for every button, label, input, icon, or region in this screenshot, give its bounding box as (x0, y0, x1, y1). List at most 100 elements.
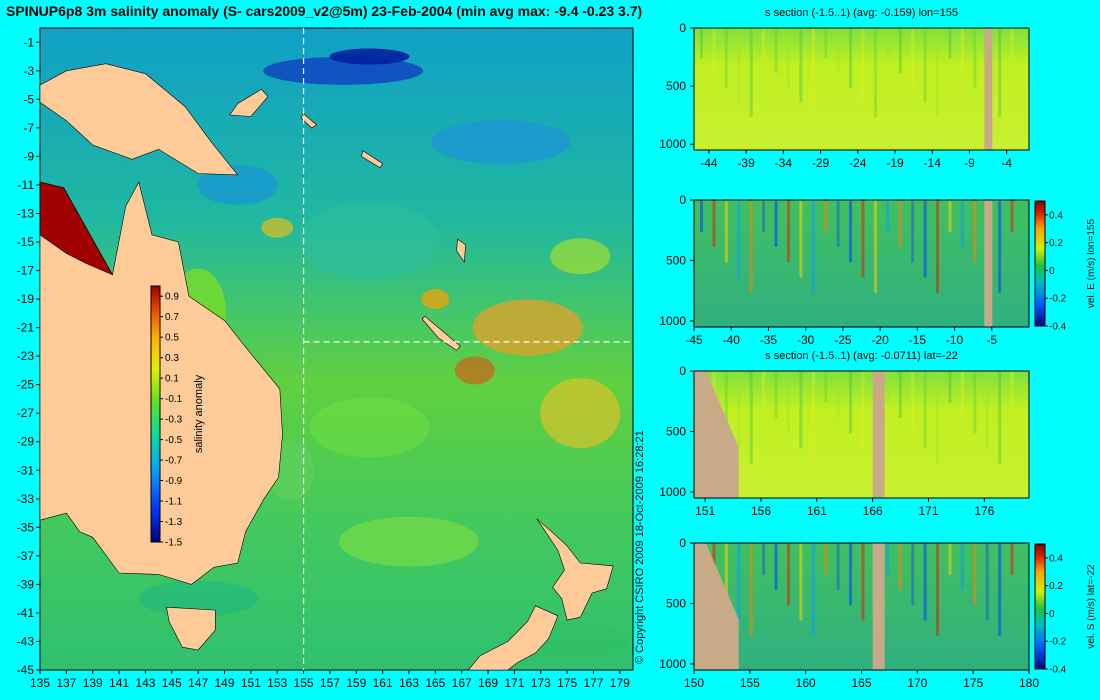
section-x-tick-label: -4 (1001, 156, 1012, 170)
section-x-tick-label: -34 (775, 156, 793, 170)
map-x-tick-label: 135 (30, 676, 50, 690)
velocity-colorbar-tick-label: 0.2 (1049, 581, 1063, 592)
section-streak (886, 371, 890, 403)
section-streak (737, 543, 741, 621)
ocean-anomaly-patch (550, 238, 611, 275)
section-streak (811, 28, 815, 118)
map-y-tick-label: -11 (18, 178, 35, 192)
section-streak (1010, 28, 1014, 59)
section-panel-4: 150 155 160 165 170 175 180 0 500 1000 0.4 0.2 0 -0.2… (659, 536, 1097, 690)
section-x-tick-label: -15 (909, 333, 927, 347)
map-y-tick-label: -13 (17, 206, 35, 220)
ocean-anomaly-patch (540, 378, 621, 449)
ocean-anomaly-patch (454, 356, 495, 385)
section-x-tick-label: -9 (964, 156, 975, 170)
map-x-tick-label: 147 (188, 676, 208, 690)
map-y-tick-label: -39 (17, 577, 35, 591)
section-x-tick-label: -25 (834, 333, 852, 347)
section-streak (824, 28, 828, 59)
section-y-tick-label: 500 (666, 424, 686, 438)
tasmania-land (166, 606, 216, 651)
map-y-tick-label: -23 (17, 349, 35, 363)
map-x-tick-label: 179 (610, 676, 630, 690)
section-streak (811, 543, 815, 636)
new-zealand-south-island (467, 605, 559, 671)
map-y-tick-label: -15 (17, 235, 35, 249)
map-x-tick-label: 169 (478, 676, 498, 690)
solomon-islands-land (361, 150, 384, 169)
section-land-mask (872, 371, 885, 498)
section-land-mask (984, 200, 993, 327)
section-y-tick-label: 0 (679, 21, 686, 35)
section-streak (936, 200, 940, 293)
section-streak (948, 543, 952, 575)
section-streak (836, 28, 840, 74)
colorbar-tick-label: 0.9 (165, 292, 179, 303)
colorbar-tick-label: -1.5 (165, 538, 183, 549)
section-streak (911, 28, 915, 88)
map-y-tick-label: -3 (23, 64, 34, 78)
section-streak (786, 28, 790, 88)
velocity-colorbar-tick-label: -0.2 (1049, 637, 1067, 648)
section-y-tick-label: 0 (679, 536, 686, 550)
section-land-mask (872, 543, 885, 670)
section-streak (774, 28, 778, 74)
section-x-tick-label: 176 (974, 504, 994, 518)
section-streak (712, 28, 716, 74)
section-streak (985, 371, 989, 449)
section-streak (923, 371, 927, 449)
section-streak (749, 371, 753, 464)
new-guinea-land (39, 63, 239, 176)
map-y-tick-label: -35 (17, 520, 35, 534)
section-streak (861, 543, 865, 621)
ocean-anomaly-patch (197, 164, 278, 205)
section-frame (693, 370, 1030, 499)
australia-land (39, 181, 283, 585)
section-streak (923, 28, 927, 103)
section-x-tick-label: 151 (695, 504, 715, 518)
map-x-tick-label: 165 (425, 676, 445, 690)
section-streak (824, 200, 828, 232)
section-x-tick-label: 155 (740, 676, 760, 690)
map-x-tick-label: 177 (583, 676, 603, 690)
map-y-tick-label: -31 (17, 463, 35, 477)
map-x-tick-label: 141 (109, 676, 129, 690)
section-x-tick-label: -44 (700, 156, 718, 170)
section-streak (774, 371, 778, 418)
section-x-tick-label: 166 (863, 504, 883, 518)
section-streak (799, 28, 803, 103)
section-streak (861, 28, 865, 103)
section-streak (936, 28, 940, 118)
colorbar-tick-label: 0.3 (165, 353, 179, 364)
section-x-tick-label: 170 (907, 676, 927, 690)
section-streak (762, 28, 766, 59)
colorbar-tick-label: -0.9 (165, 476, 183, 487)
section-streak (960, 543, 964, 590)
section-streak (749, 200, 753, 293)
section-streak (1010, 371, 1014, 403)
ocean-anomaly-patch (299, 202, 440, 282)
section-streak (923, 543, 927, 621)
velocity-colorbar (1034, 543, 1046, 670)
map-x-tick-label: 151 (241, 676, 261, 690)
section-streak (998, 200, 1002, 293)
new-britain-land (229, 88, 269, 117)
map-x-tick-label: 175 (557, 676, 577, 690)
new-zealand-north-island (536, 518, 614, 621)
section-panel-1: s section (-1.5..1) (avg: -0.159) lon=15… (659, 7, 1030, 170)
section-x-tick-label: -19 (886, 156, 904, 170)
section-streak (1010, 543, 1014, 575)
section-panel-2: -45 -40 -35 -30 -25 -20 -15 -10 -5 0 500 1000 0.4 0.2… (659, 193, 1097, 347)
section-streak (786, 371, 790, 434)
section-title: s section (-1.5..1) (avg: -0.159) lon=15… (765, 7, 958, 19)
section-x-tick-label: -35 (760, 333, 778, 347)
section-y-tick-label: 1000 (659, 314, 686, 328)
ocean-anomaly-patch (329, 48, 410, 65)
section-x-tick-label: -24 (849, 156, 867, 170)
section-streak (973, 543, 977, 606)
section-streak (948, 371, 952, 403)
section-title: s section (-1.5..1) (avg: -0.0711) lat=-… (765, 350, 958, 362)
velocity-colorbar (1034, 200, 1046, 327)
section-streak (811, 200, 815, 293)
section-y-tick-label: 1000 (659, 137, 686, 151)
